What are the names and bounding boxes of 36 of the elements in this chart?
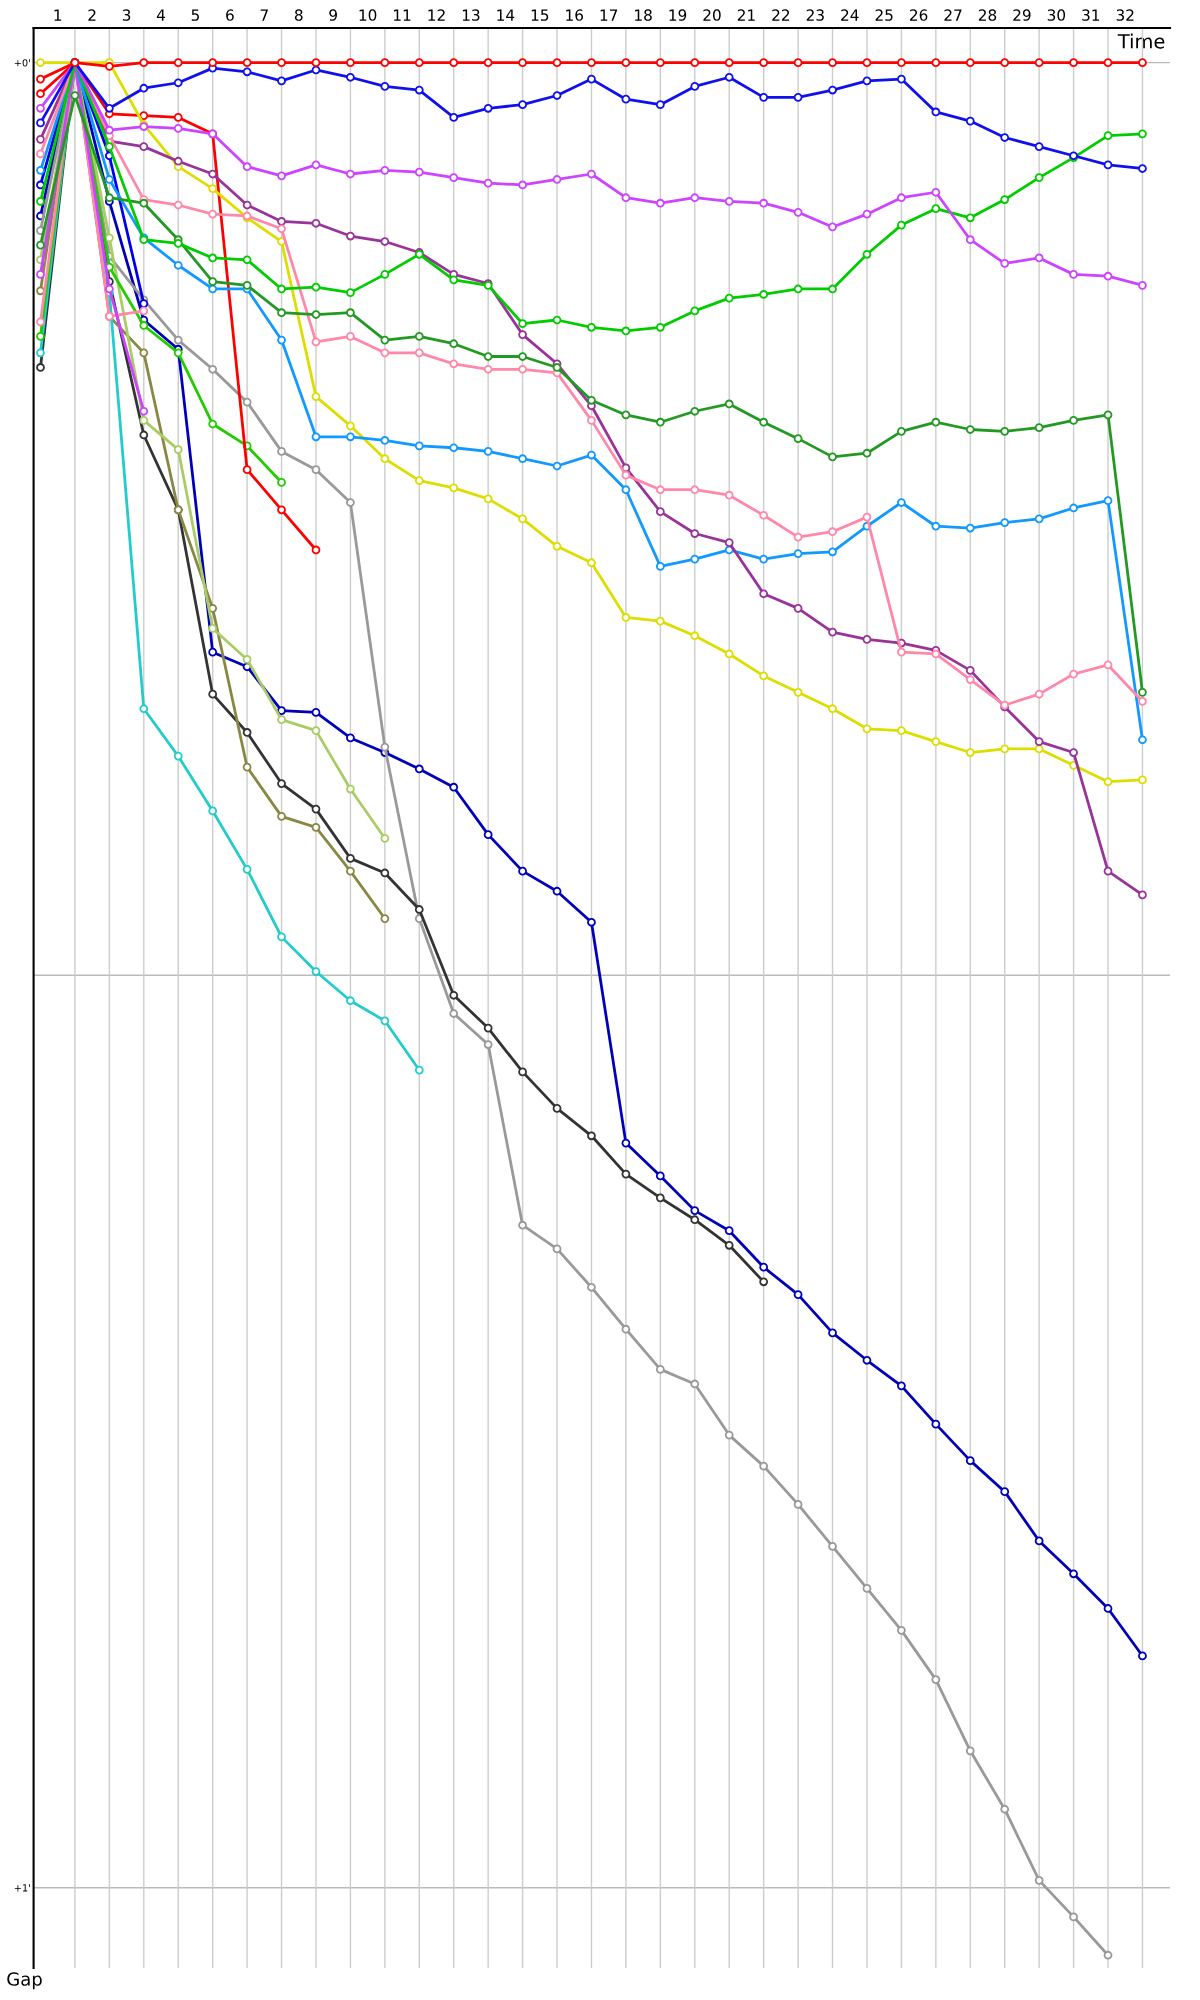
x-tick-label: 29: [1013, 9, 1031, 21]
x-tick-label: 10: [359, 9, 377, 21]
x-tick-label: 32: [1116, 9, 1134, 21]
x-tick-label: 4: [156, 9, 166, 21]
x-tick-label: 5: [191, 9, 199, 21]
x-tick-label: 23: [806, 9, 824, 21]
x-tick-label: 8: [294, 9, 303, 21]
x-tick-label: 15: [531, 9, 549, 21]
x-tick-label: 6: [226, 9, 234, 21]
y-tick-label: +1': [14, 1884, 30, 1892]
x-tick-label: 9: [329, 9, 337, 21]
x-tick-label: 20: [703, 9, 721, 21]
x-tick-label: 2: [88, 9, 96, 21]
x-tick-label: 27: [944, 9, 962, 21]
x-tick-label: 1: [54, 9, 62, 21]
x-tick-label: 16: [566, 9, 584, 21]
x-tick-label: 7: [260, 9, 268, 21]
y-tick-label: +0': [14, 59, 30, 67]
x-tick-label: 3: [122, 9, 131, 21]
x-tick-label: 21: [737, 9, 755, 21]
x-tick-label: 18: [635, 9, 652, 21]
x-tick-label: 12: [428, 9, 445, 21]
x-tick-label: 31: [1082, 9, 1100, 21]
x-tick-label: 24: [841, 9, 859, 21]
x-tick-label: 11: [394, 9, 411, 21]
y-axis-title: Gap: [7, 1972, 42, 1990]
x-tick-label: 22: [772, 9, 790, 21]
x-axis-title: Time: [1117, 33, 1165, 49]
x-tick-label: 30: [1047, 9, 1066, 21]
x-tick-label: 14: [497, 9, 515, 21]
x-tick-label: 17: [600, 9, 618, 21]
x-tick-label: 19: [669, 9, 687, 21]
x-tick-label: 13: [462, 9, 480, 21]
x-tick-label: 26: [910, 9, 928, 21]
x-tick-label: 28: [978, 9, 997, 21]
x-tick-label: 25: [875, 9, 893, 21]
